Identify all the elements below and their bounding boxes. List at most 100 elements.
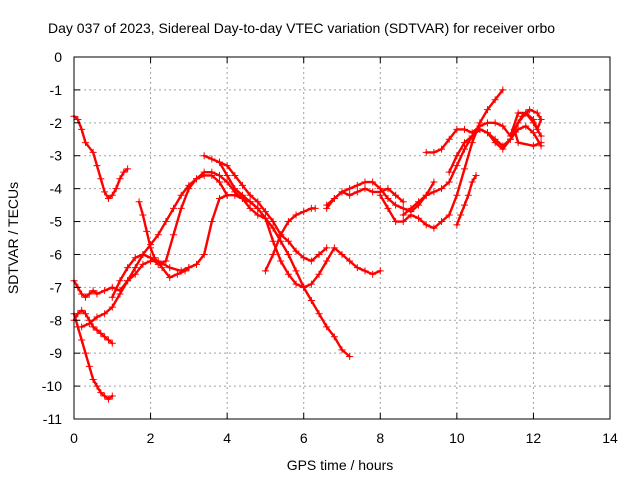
data-point [93, 313, 101, 321]
data-point [93, 382, 101, 390]
data-point [215, 195, 223, 203]
data-point [170, 204, 178, 212]
data-point [422, 221, 430, 229]
x-tick-label: 8 [376, 430, 384, 446]
data-point [315, 250, 323, 258]
data-point [78, 336, 86, 344]
y-tick-label: -10 [42, 378, 62, 394]
data-point [208, 168, 216, 176]
data-point [491, 96, 499, 104]
data-point [430, 148, 438, 156]
data-point [120, 168, 128, 176]
data-point [139, 250, 147, 258]
series-trace [72, 115, 129, 200]
data-point [369, 188, 377, 196]
data-point [208, 218, 216, 226]
data-point [438, 185, 446, 193]
data-point [101, 188, 109, 196]
data-point [231, 185, 239, 193]
data-point [223, 162, 231, 170]
data-point [208, 155, 216, 163]
data-point [78, 290, 86, 298]
data-point [81, 349, 89, 357]
data-point [277, 231, 285, 239]
data-point [300, 283, 308, 291]
data-point [147, 244, 155, 252]
data-point [215, 158, 223, 166]
x-tick-label: 6 [300, 430, 308, 446]
data-point [246, 198, 254, 206]
data-point [185, 264, 193, 272]
data-point [468, 132, 476, 140]
data-point [104, 195, 112, 203]
data-point [93, 326, 101, 334]
data-point [346, 185, 354, 193]
data-point [300, 254, 308, 262]
data-point [369, 178, 377, 186]
data-point [124, 264, 132, 272]
data-point [101, 310, 109, 318]
data-point [124, 277, 132, 285]
data-point [399, 198, 407, 206]
data-point [78, 323, 86, 331]
data-point [215, 171, 223, 179]
data-point [384, 195, 392, 203]
x-tick-label: 2 [147, 430, 155, 446]
series-trace [111, 170, 259, 299]
data-point [464, 191, 472, 199]
data-point [238, 181, 246, 189]
data-series [70, 306, 116, 347]
data-point [97, 329, 105, 337]
data-point [346, 352, 354, 360]
data-point [269, 250, 277, 258]
data-point [514, 119, 522, 127]
data-point [514, 139, 522, 147]
data-point [231, 171, 239, 179]
data-point [131, 254, 139, 262]
data-point [200, 168, 208, 176]
data-point [522, 109, 530, 117]
data-series [70, 191, 354, 360]
data-point [392, 218, 400, 226]
data-point [537, 132, 545, 140]
data-point [445, 211, 453, 219]
data-point [476, 125, 484, 133]
data-point [499, 122, 507, 130]
data-point [457, 211, 465, 219]
data-point [526, 106, 534, 114]
data-point [254, 204, 262, 212]
data-point [499, 86, 507, 94]
data-series [376, 86, 507, 232]
series-trace [137, 200, 191, 279]
data-point [131, 270, 139, 278]
data-point [529, 129, 537, 137]
data-point [369, 270, 377, 278]
data-point [177, 204, 185, 212]
data-point [101, 392, 109, 400]
data-point [284, 237, 292, 245]
data-point [81, 310, 89, 318]
data-point [223, 171, 231, 179]
data-point [491, 139, 499, 147]
data-point [139, 211, 147, 219]
data-point [415, 198, 423, 206]
data-point [261, 208, 269, 216]
data-point [438, 145, 446, 153]
series-trace [425, 111, 543, 154]
data-point [353, 181, 361, 189]
data-point [108, 339, 116, 347]
data-point [74, 310, 82, 318]
data-point [112, 185, 120, 193]
data-point [376, 267, 384, 275]
data-point [108, 191, 116, 199]
data-point [533, 109, 541, 117]
chart-title: Day 037 of 2023, Sidereal Day-to-day VTE… [48, 20, 555, 36]
data-point [170, 231, 178, 239]
data-point [292, 211, 300, 219]
data-point [430, 224, 438, 232]
data-point [101, 333, 109, 341]
data-point [399, 204, 407, 212]
data-point [143, 227, 151, 235]
y-tick-label: -6 [50, 246, 63, 262]
data-point [311, 204, 319, 212]
